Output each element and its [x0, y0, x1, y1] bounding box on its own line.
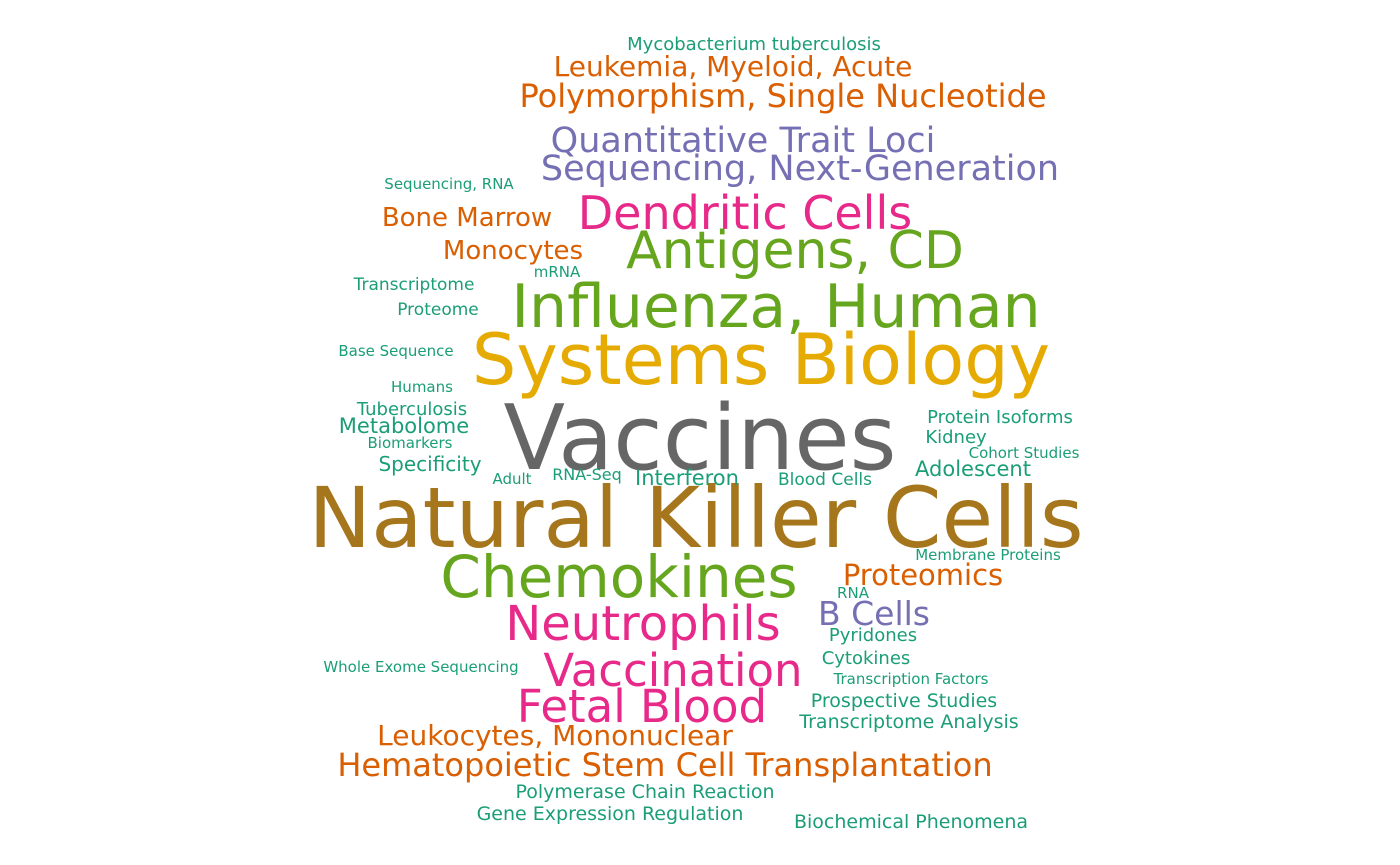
word-specificity: Specificity [378, 452, 481, 476]
word-fetal-blood: Fetal Blood [517, 680, 767, 733]
word-rna: RNA [837, 584, 870, 602]
word-kidney: Kidney [925, 427, 987, 448]
word-antigens-cd: Antigens, CD [626, 221, 964, 281]
word-natural-killer-cells: Natural Killer Cells [308, 469, 1083, 567]
word-rna-seq: RNA-Seq [552, 465, 622, 484]
word-vaccination: Vaccination [543, 644, 802, 697]
word-leukemia-myeloid-acute: Leukemia, Myeloid, Acute [554, 50, 913, 83]
word-protein-isoforms: Protein Isoforms [927, 407, 1073, 428]
word-sequencing-rna: Sequencing, RNA [384, 175, 514, 193]
word-whole-exome-sequencing: Whole Exome Sequencing [323, 658, 518, 676]
word-neutrophils: Neutrophils [505, 596, 780, 652]
word-polymorphism-single-nucleotide: Polymorphism, Single Nucleotide [519, 77, 1046, 115]
word-prospective-studies: Prospective Studies [811, 690, 997, 712]
word-base-sequence: Base Sequence [338, 342, 453, 360]
word-transcriptome-analysis: Transcriptome Analysis [798, 711, 1018, 733]
word-transcriptome: Transcriptome [353, 275, 475, 295]
word-membrane-proteins: Membrane Proteins [915, 546, 1061, 564]
word-sequencing-next-generation: Sequencing, Next-Generation [541, 149, 1059, 189]
word-cohort-studies: Cohort Studies [969, 444, 1080, 462]
word-interferon: Interferon [635, 466, 739, 490]
word-hematopoietic-stem-cell-transplantation: Hematopoietic Stem Cell Transplantation [337, 746, 992, 784]
word-systems-biology: Systems Biology [472, 319, 1050, 401]
word-biochemical-phenomena: Biochemical Phenomena [794, 811, 1028, 833]
word-cytokines: Cytokines [822, 648, 911, 669]
word-metabolome: Metabolome [339, 414, 469, 438]
word-bone-marrow: Bone Marrow [382, 203, 552, 233]
word-adult: Adult [492, 470, 531, 488]
word-leukocytes-mononuclear: Leukocytes, Mononuclear [377, 719, 733, 752]
word-polymerase-chain-reaction: Polymerase Chain Reaction [515, 781, 774, 803]
word-adolescent: Adolescent [915, 457, 1031, 481]
word-biomarkers: Biomarkers [368, 434, 453, 452]
word-chemokines: Chemokines [440, 543, 797, 611]
word-influenza-human: Influenza, Human [511, 272, 1040, 342]
word-proteome: Proteome [397, 300, 479, 320]
word-monocytes: Monocytes [443, 236, 583, 266]
word-transcription-factors: Transcription Factors [833, 670, 989, 688]
word-humans: Humans [391, 378, 453, 396]
word-dendritic-cells: Dendritic Cells [578, 186, 912, 240]
word-gene-expression-regulation: Gene Expression Regulation [477, 803, 744, 825]
word-vaccines: Vaccines [503, 386, 896, 491]
word-mycobacterium-tuberculosis: Mycobacterium tuberculosis [627, 34, 881, 55]
word-b-cells: B Cells [818, 594, 930, 633]
word-blood-cells: Blood Cells [778, 470, 872, 490]
word-pyridones: Pyridones [829, 625, 917, 646]
word-quantitative-trait-loci: Quantitative Trait Loci [551, 121, 936, 161]
word-tuberculosis: Tuberculosis [356, 399, 467, 420]
word-mrna: mRNA [534, 263, 581, 281]
word-proteomics: Proteomics [843, 558, 1003, 592]
